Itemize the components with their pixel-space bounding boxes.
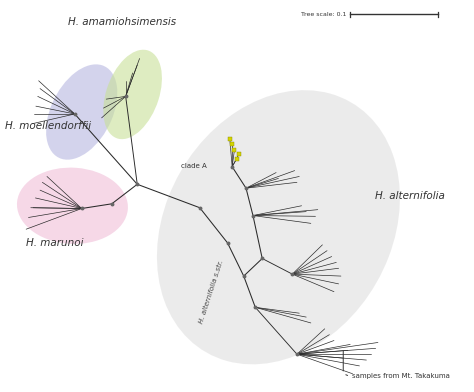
Ellipse shape	[46, 64, 118, 160]
Text: samples from Mt. Takakuma: samples from Mt. Takakuma	[353, 374, 450, 379]
Text: H. amamiohsimensis: H. amamiohsimensis	[68, 17, 176, 27]
Text: Tree scale: 0.1: Tree scale: 0.1	[301, 12, 346, 17]
Ellipse shape	[157, 90, 400, 364]
Text: H. moellendorffii: H. moellendorffii	[5, 121, 91, 131]
Ellipse shape	[103, 50, 162, 139]
Text: H. alternifolia s.str.: H. alternifolia s.str.	[198, 259, 224, 324]
Text: H. marunoi: H. marunoi	[26, 238, 83, 248]
Text: H. alternifolia: H. alternifolia	[375, 191, 445, 201]
Text: clade A: clade A	[181, 163, 207, 169]
Ellipse shape	[17, 168, 128, 244]
